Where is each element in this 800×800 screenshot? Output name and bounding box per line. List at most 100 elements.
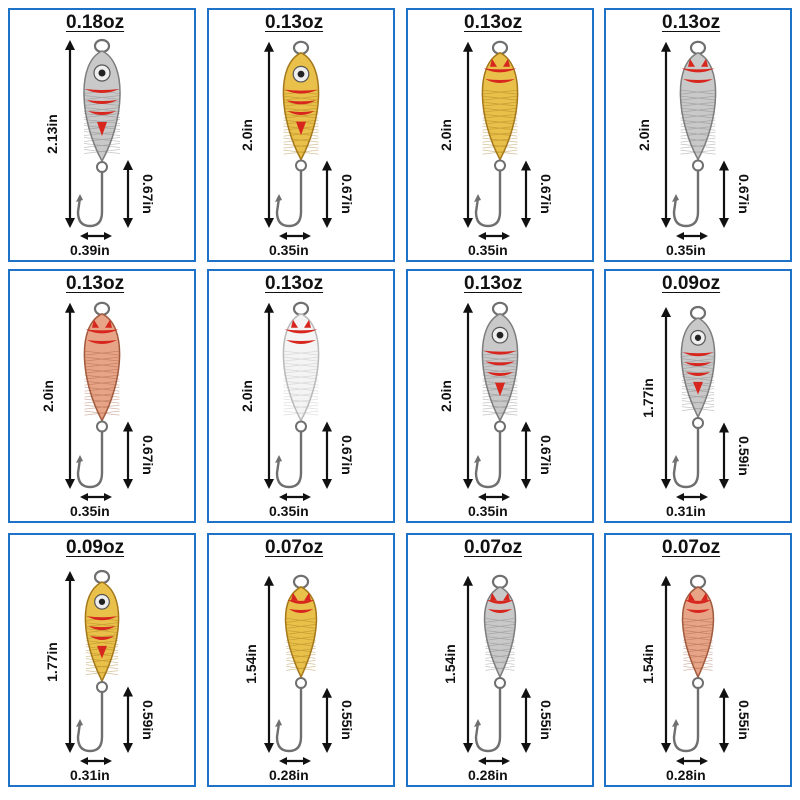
length-label: 2.0in (39, 379, 56, 412)
lure-card: 0.07oz 1.54in 0.55in 0.28in (406, 533, 594, 787)
length-arrow (661, 575, 671, 753)
width-arrow (80, 757, 112, 765)
lure-card: 0.13oz 2.0in 0.67in 0.35in (207, 8, 395, 262)
lure-illustration (661, 574, 729, 765)
hook-icon (275, 686, 303, 753)
width-arrow (478, 757, 510, 765)
weight-label: 0.13oz (464, 273, 523, 294)
lure-illustration (463, 301, 531, 501)
width-arrow (279, 493, 311, 501)
hook-icon (76, 690, 104, 753)
hook-icon (275, 169, 303, 228)
hook-icon (672, 686, 700, 753)
width-label: 0.28in (269, 767, 309, 783)
length-label: 1.54in (242, 644, 259, 685)
lure-illustration (661, 40, 729, 240)
width-label: 0.35in (468, 242, 508, 258)
hook-length-arrow (322, 421, 332, 489)
width-label: 0.35in (269, 503, 309, 519)
eye-icon (690, 329, 706, 346)
hook-icon (76, 430, 104, 489)
hook-length-arrow (719, 160, 729, 228)
weight-label: 0.13oz (66, 273, 125, 294)
eye-icon (292, 65, 310, 83)
width-arrow (80, 493, 112, 501)
hook-icon (474, 686, 502, 753)
width-label: 0.28in (468, 767, 508, 783)
red-stripes (85, 89, 119, 136)
width-label: 0.35in (666, 242, 706, 258)
hook-length-label: 0.67in (537, 435, 554, 476)
hook-length-arrow (322, 687, 332, 753)
eye-icon (93, 64, 111, 82)
width-label: 0.28in (666, 767, 706, 783)
hook-icon (672, 169, 700, 228)
hook-icon (76, 170, 104, 228)
lure-illustration (65, 569, 133, 765)
red-stripes (287, 592, 315, 613)
width-arrow (676, 232, 708, 240)
lure-illustration (264, 574, 332, 765)
weight-label: 0.13oz (265, 12, 324, 33)
red-stripes (284, 89, 318, 136)
lure-card: 0.18oz 2.13in 0.67in 0.39in (8, 8, 196, 262)
length-label: 2.0in (437, 379, 454, 412)
width-label: 0.35in (70, 503, 110, 519)
red-stripes (86, 616, 118, 659)
lure-illustration (65, 38, 133, 240)
width-label: 0.31in (666, 503, 706, 519)
hook-length-label: 0.67in (537, 174, 554, 215)
red-stripes (486, 592, 514, 613)
hook-length-arrow (123, 421, 133, 489)
length-label: 1.77in (639, 378, 656, 418)
length-arrow (65, 302, 75, 489)
weight-label: 0.07oz (265, 537, 324, 558)
width-arrow (676, 493, 708, 501)
weight-label: 0.07oz (662, 537, 721, 558)
red-stripes (681, 58, 715, 83)
length-arrow (463, 41, 473, 228)
weight-label: 0.13oz (662, 12, 721, 33)
length-arrow (65, 571, 75, 753)
hook-length-label: 0.67in (338, 174, 355, 215)
width-arrow (676, 757, 708, 765)
width-label: 0.31in (70, 767, 110, 783)
length-arrow (463, 575, 473, 753)
width-label: 0.39in (70, 242, 110, 258)
weight-label: 0.18oz (66, 12, 125, 33)
red-stripes (483, 58, 517, 83)
lure-illustration (264, 40, 332, 240)
lure-card: 0.13oz 2.0in 0.67in 0.35in (207, 269, 395, 523)
width-arrow (80, 232, 112, 240)
hook-icon (474, 169, 502, 228)
weight-label: 0.13oz (265, 273, 324, 294)
lure-card: 0.09oz 1.77in 0.59in 0.31in (8, 533, 196, 787)
hook-length-arrow (123, 160, 133, 228)
eye-icon (491, 326, 509, 344)
hook-length-arrow (521, 421, 531, 489)
hook-length-arrow (322, 160, 332, 228)
hook-length-arrow (719, 422, 729, 489)
hook-length-label: 0.59in (139, 699, 156, 740)
lure-card: 0.13oz 2.0in 0.67in 0.35in (406, 8, 594, 262)
hook-length-label: 0.67in (139, 435, 156, 476)
lure-illustration (463, 40, 531, 240)
lure-card: 0.07oz 1.54in 0.55in 0.28in (604, 533, 792, 787)
lure-card: 0.13oz 2.0in 0.67in 0.35in (8, 269, 196, 523)
length-label: 1.54in (441, 644, 458, 685)
width-label: 0.35in (468, 503, 508, 519)
hook-icon (275, 430, 303, 489)
hook-length-label: 0.67in (735, 174, 752, 215)
length-arrow (65, 40, 75, 228)
lure-illustration (661, 305, 729, 501)
width-arrow (478, 493, 510, 501)
red-stripes (684, 592, 712, 613)
hook-length-arrow (521, 160, 531, 228)
width-arrow (279, 232, 311, 240)
hook-length-label: 0.55in (735, 700, 752, 741)
hook-length-label: 0.55in (338, 700, 355, 741)
lure-card: 0.13oz 2.0in 0.67in 0.35in (406, 269, 594, 523)
hook-length-arrow (521, 687, 531, 753)
lure-card: 0.09oz 1.77in 0.59in 0.31in (604, 269, 792, 523)
length-arrow (264, 302, 274, 489)
